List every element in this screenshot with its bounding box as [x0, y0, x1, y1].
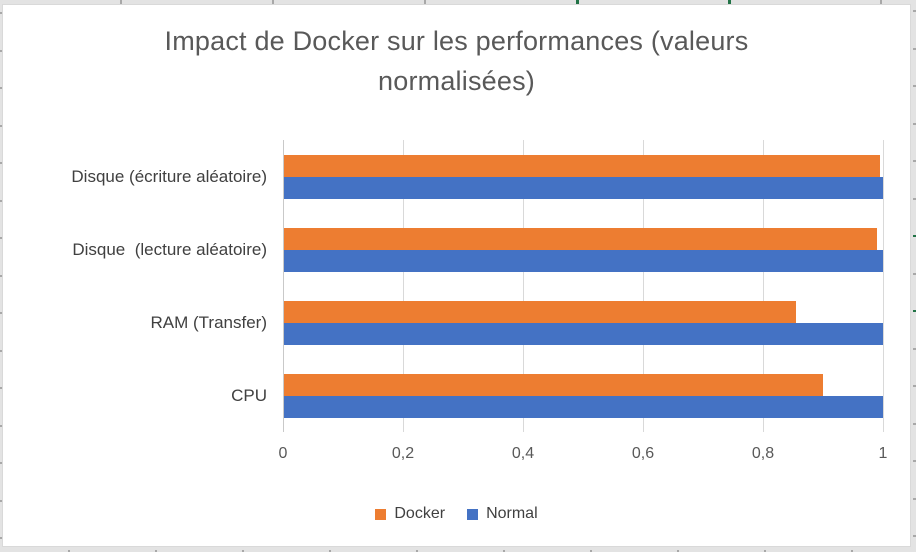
- sheet-gridline-mark: [677, 550, 679, 552]
- sheet-gridline-mark: [272, 0, 274, 4]
- sheet-gridline-mark: [913, 198, 916, 200]
- sheet-gridline-mark: [913, 10, 916, 12]
- bar-docker-1: [284, 228, 877, 250]
- sheet-gridline-mark: [913, 423, 916, 425]
- sheet-gridline-mark: [0, 87, 2, 89]
- sheet-gridline-mark: [0, 312, 2, 314]
- x-tick-label: 1: [878, 445, 888, 462]
- chart-title: Impact de Docker sur les performances (v…: [164, 26, 749, 96]
- sheet-gridline-mark: [0, 200, 2, 202]
- sheet-gridline-mark: [329, 550, 331, 552]
- sheet-gridline-mark: [0, 537, 2, 539]
- gridline: [523, 140, 524, 432]
- sheet-gridline-mark: [68, 550, 70, 552]
- category-label: Disque (écriture aléatoire): [71, 167, 267, 186]
- sheet-gridline-mark: [851, 550, 853, 552]
- sheet-gridline-mark: [503, 550, 505, 552]
- sheet-gridline-mark: [880, 0, 882, 4]
- sheet-gridline-mark: [764, 550, 766, 552]
- sheet-gridline-mark: [913, 348, 916, 350]
- legend-item-normal: Normal: [467, 505, 538, 523]
- sheet-edge-top: [0, 0, 916, 4]
- category-label: RAM (Transfer): [150, 313, 268, 332]
- gridline: [883, 140, 884, 432]
- legend: Docker Normal: [3, 505, 910, 523]
- x-tick-label: 0,2: [391, 445, 415, 462]
- sheet-gridline-mark: [913, 310, 916, 312]
- sheet-gridline-mark: [590, 550, 592, 552]
- category-label: CPU: [231, 386, 267, 405]
- sheet-gridline-mark: [242, 550, 244, 552]
- legend-swatch-docker: [375, 508, 387, 520]
- sheet-gridline-mark: [913, 160, 916, 162]
- bar-normal-1: [284, 250, 883, 272]
- sheet-gridline-mark: [913, 498, 916, 500]
- sheet-edge-right: [913, 0, 916, 552]
- sheet-gridline-mark: [0, 350, 2, 352]
- bar-normal-0: [284, 177, 883, 199]
- sheet-gridline-mark: [913, 123, 916, 125]
- sheet-gridline-mark: [0, 125, 2, 127]
- sheet-gridline-mark: [424, 0, 426, 4]
- gridline: [403, 140, 404, 432]
- sheet-gridline-mark: [0, 462, 2, 464]
- legend-label: Normal: [486, 505, 538, 522]
- sheet-gridline-mark: [913, 385, 916, 387]
- sheet-gridline-mark: [913, 273, 916, 275]
- sheet-gridline-mark: [728, 0, 731, 4]
- category-label: Disque (lecture aléatoire): [72, 240, 267, 259]
- category-axis-line: [283, 140, 284, 432]
- bar-docker-3: [284, 374, 823, 396]
- sheet-gridline-mark: [0, 162, 2, 164]
- plot-area: [3, 5, 910, 546]
- legend-item-docker: Docker: [375, 505, 445, 523]
- sheet-gridline-mark: [0, 12, 2, 14]
- sheet-gridline-mark: [913, 460, 916, 462]
- bar-docker-2: [284, 301, 796, 323]
- sheet-gridline-mark: [0, 50, 2, 52]
- x-tick-label: 0,4: [511, 445, 535, 462]
- sheet-gridline-mark: [0, 275, 2, 277]
- sheet-gridline-mark: [155, 550, 157, 552]
- gridline: [763, 140, 764, 432]
- sheet-gridline-mark: [913, 535, 916, 537]
- sheet-edge-bottom: [0, 549, 916, 552]
- sheet-gridline-mark: [913, 235, 916, 237]
- sheet-gridline-mark: [576, 0, 579, 4]
- bar-normal-3: [284, 396, 883, 418]
- sheet-gridline-mark: [0, 237, 2, 239]
- legend-swatch-normal: [467, 508, 479, 520]
- sheet-gridline-mark: [0, 387, 2, 389]
- x-tick-label: 0: [278, 445, 288, 462]
- sheet-gridline-mark: [0, 500, 2, 502]
- bar-normal-2: [284, 323, 883, 345]
- legend-label: Docker: [394, 505, 446, 522]
- sheet-gridline-mark: [120, 0, 122, 4]
- x-tick-label: 0,8: [751, 445, 775, 462]
- sheet-gridline-mark: [913, 48, 916, 50]
- chart-panel[interactable]: Impact de Docker sur les performances (v…: [2, 4, 911, 547]
- bar-docker-0: [284, 155, 880, 177]
- x-tick-label: 0,6: [631, 445, 655, 462]
- sheet-gridline-mark: [0, 425, 2, 427]
- gridline: [643, 140, 644, 432]
- sheet-gridline-mark: [913, 85, 916, 87]
- sheet-edge-left: [0, 0, 2, 552]
- sheet-gridline-mark: [416, 550, 418, 552]
